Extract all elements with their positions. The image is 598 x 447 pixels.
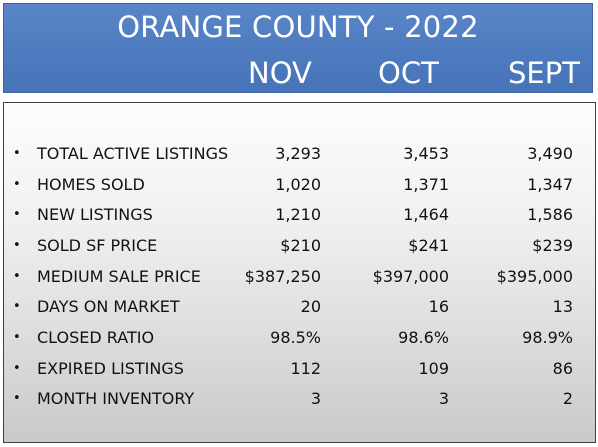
stats-row: • EXPIRED LISTINGS 112 109 86 [4, 359, 597, 385]
value-sept: $239 [532, 236, 573, 255]
bullet-icon: • [13, 146, 21, 161]
row-label: CLOSED RATIO [37, 328, 155, 347]
value-oct: $241 [408, 236, 449, 255]
value-oct: 3 [438, 389, 449, 408]
row-label: NEW LISTINGS [37, 205, 153, 224]
value-oct: 109 [418, 359, 449, 378]
value-nov: 3,293 [275, 144, 321, 163]
value-nov: 112 [290, 359, 321, 378]
value-sept: 86 [552, 359, 573, 378]
stats-panel: • TOTAL ACTIVE LISTINGS 3,293 3,453 3,49… [3, 102, 596, 443]
stats-row: • SOLD SF PRICE $210 $241 $239 [4, 236, 597, 262]
stats-row: • HOMES SOLD 1,020 1,371 1,347 [4, 175, 597, 201]
page-title: ORANGE COUNTY - 2022 [117, 10, 479, 44]
value-nov: 98.5% [270, 328, 321, 347]
value-sept: 1,347 [527, 175, 573, 194]
value-oct: 1,464 [403, 205, 449, 224]
row-label: TOTAL ACTIVE LISTINGS [37, 144, 229, 163]
value-oct: 3,453 [403, 144, 449, 163]
row-label: HOMES SOLD [37, 175, 145, 194]
value-nov: 3 [310, 389, 321, 408]
bullet-icon: • [13, 391, 21, 406]
row-label: SOLD SF PRICE [37, 236, 158, 255]
column-header-nov: NOV [248, 56, 312, 90]
value-nov: $210 [280, 236, 321, 255]
value-sept: $395,000 [496, 267, 573, 286]
value-oct: $397,000 [372, 267, 449, 286]
value-sept: 98.9% [522, 328, 573, 347]
stats-row: • DAYS ON MARKET 20 16 13 [4, 297, 597, 323]
row-label: EXPIRED LISTINGS [37, 359, 184, 378]
value-oct: 98.6% [398, 328, 449, 347]
stats-row: • NEW LISTINGS 1,210 1,464 1,586 [4, 205, 597, 231]
row-label: DAYS ON MARKET [37, 297, 180, 316]
value-oct: 16 [428, 297, 449, 316]
bullet-icon: • [13, 361, 21, 376]
value-sept: 3,490 [527, 144, 573, 163]
row-label: MEDIUM SALE PRICE [37, 267, 201, 286]
bullet-icon: • [13, 177, 21, 192]
value-nov: 1,020 [275, 175, 321, 194]
value-sept: 2 [562, 389, 573, 408]
value-oct: 1,371 [403, 175, 449, 194]
column-header-sept: SEPT [508, 56, 580, 90]
bullet-icon: • [13, 299, 21, 314]
bullet-icon: • [13, 269, 21, 284]
value-nov: $387,250 [244, 267, 321, 286]
stats-row: • MEDIUM SALE PRICE $387,250 $397,000 $3… [4, 267, 597, 293]
bullet-icon: • [13, 330, 21, 345]
column-header-oct: OCT [378, 56, 439, 90]
stats-row: • CLOSED RATIO 98.5% 98.6% 98.9% [4, 328, 597, 354]
value-nov: 1,210 [275, 205, 321, 224]
title-banner [3, 3, 593, 93]
value-sept: 13 [552, 297, 573, 316]
value-sept: 1,586 [527, 205, 573, 224]
stats-row: • TOTAL ACTIVE LISTINGS 3,293 3,453 3,49… [4, 144, 597, 170]
row-label: MONTH INVENTORY [37, 389, 195, 408]
stats-row: • MONTH INVENTORY 3 3 2 [4, 389, 597, 415]
bullet-icon: • [13, 207, 21, 222]
bullet-icon: • [13, 238, 21, 253]
value-nov: 20 [300, 297, 321, 316]
